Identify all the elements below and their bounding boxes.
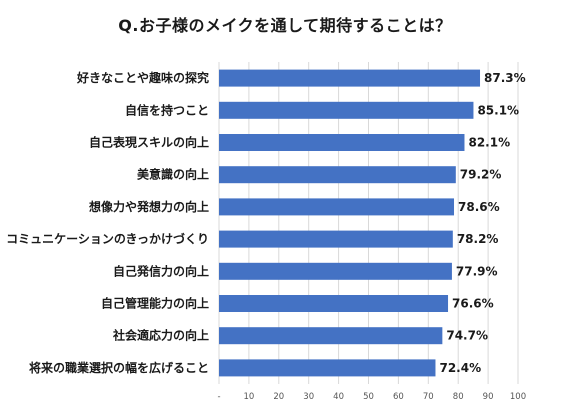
value-label: 72.4% — [439, 361, 481, 375]
category-label: 自己表現スキルの向上 — [89, 135, 209, 150]
x-tick-label: 40 — [333, 392, 344, 402]
chart-title: Q.お子様のメイクを通して期待することは？ — [118, 16, 452, 35]
x-tick-label: 80 — [453, 392, 464, 402]
x-tick-label: 60 — [393, 392, 404, 402]
category-label: 想像力や発想力の向上 — [88, 199, 209, 214]
x-tick-label: 30 — [303, 392, 314, 402]
x-tick-label: 10 — [243, 392, 254, 402]
value-label: 79.2% — [460, 168, 502, 182]
category-label: コミュニケーションのきっかけづくり — [6, 231, 209, 246]
value-label: 77.9% — [456, 264, 498, 278]
category-label: 自己発信力の向上 — [113, 263, 209, 278]
bar — [219, 327, 443, 345]
x-tick-label: 50 — [363, 392, 374, 402]
bar — [219, 166, 456, 184]
category-label: 自己管理能力の向上 — [101, 296, 209, 311]
bar — [219, 262, 452, 280]
bar — [219, 230, 453, 248]
value-label: 78.6% — [458, 200, 500, 214]
category-label: 美意識の向上 — [137, 167, 209, 182]
category-label: 好きなことや趣味の探究 — [76, 70, 209, 85]
bar — [219, 359, 436, 377]
value-label: 78.2% — [457, 232, 499, 246]
category-label: 自信を持つこと — [125, 102, 209, 117]
x-tick-label: 20 — [273, 392, 284, 402]
bar — [219, 295, 449, 312]
x-tick-label: 100 — [510, 392, 526, 402]
value-label: 82.1% — [468, 136, 510, 150]
bar — [219, 101, 474, 119]
value-label: 76.6% — [452, 297, 494, 311]
bar — [219, 134, 465, 151]
value-label: 87.3% — [484, 71, 526, 85]
value-label: 85.1% — [477, 103, 519, 117]
x-tick-label: - — [217, 392, 220, 402]
x-tick-label: 90 — [483, 392, 494, 402]
bar — [219, 198, 455, 216]
bar — [219, 69, 481, 87]
value-label: 74.7% — [446, 329, 488, 343]
category-label: 将来の職業選択の幅を広げること — [29, 360, 209, 375]
category-label: 社会適応力の向上 — [112, 328, 209, 343]
x-tick-label: 70 — [423, 392, 434, 402]
